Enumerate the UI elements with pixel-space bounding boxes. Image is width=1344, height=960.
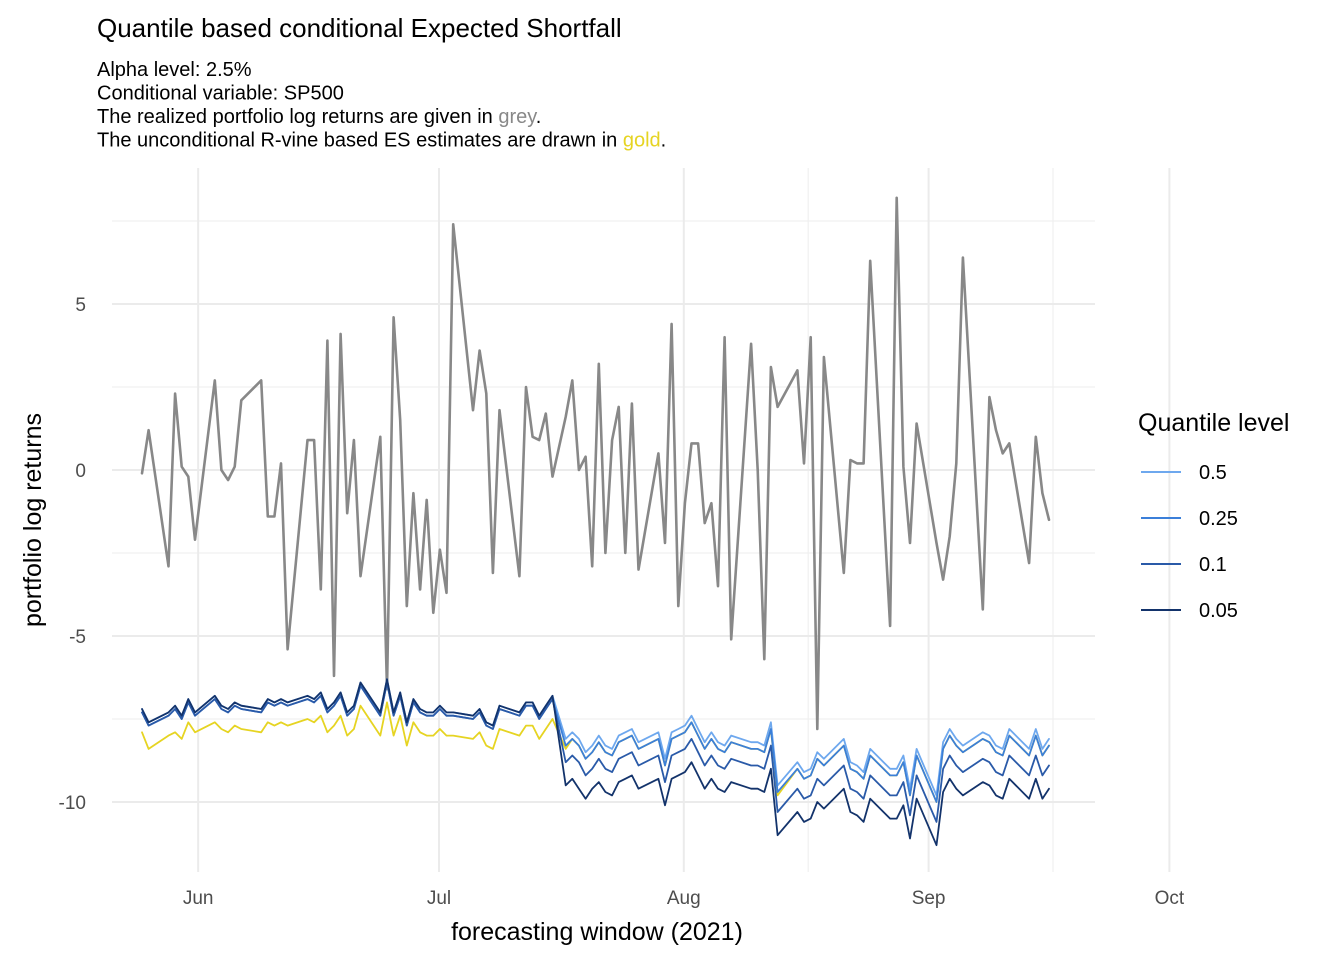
- y-tick-label: -10: [59, 793, 86, 814]
- legend-label: 0.1: [1199, 554, 1227, 576]
- x-tick-label: Sep: [912, 888, 946, 909]
- x-tick-label: Jul: [427, 888, 451, 909]
- x-tick-label: Aug: [667, 888, 701, 909]
- plot-series: [140, 196, 1051, 847]
- grid: 5 0 -5 -10 Jun Jul Aug Sep Oct: [59, 168, 1185, 909]
- legend-label: 0.25: [1199, 508, 1238, 530]
- legend-title: Quantile level: [1138, 409, 1289, 437]
- legend-label: 0.05: [1199, 600, 1238, 622]
- x-axis-title: forecasting window (2021): [451, 918, 743, 946]
- y-tick-label: 0: [75, 461, 86, 482]
- legend-label: 0.5: [1199, 462, 1227, 484]
- legend: Quantile level 0.5 0.25 0.1 0.05: [1138, 409, 1289, 622]
- chart-subtitle-line: The unconditional R-vine based ES estima…: [97, 130, 666, 152]
- y-axis-title: portfolio log returns: [19, 413, 47, 627]
- y-tick-label: 5: [75, 295, 86, 316]
- chart-subtitle-line: The realized portfolio log returns are g…: [97, 106, 541, 128]
- chart-subtitle-line: Alpha level: 2.5%: [97, 59, 252, 81]
- quantile-005-es-line: [141, 678, 1050, 847]
- realized-returns-line: [140, 196, 1051, 731]
- x-tick-label: Jun: [183, 888, 214, 909]
- chart-title: Quantile based conditional Expected Shor…: [97, 13, 622, 43]
- quantile-01-es-line: [141, 681, 1050, 823]
- y-tick-label: -5: [69, 627, 86, 648]
- x-tick-label: Oct: [1155, 888, 1185, 909]
- unconditional-es-line: [141, 701, 1050, 803]
- chart-subtitle-line: Conditional variable: SP500: [97, 83, 344, 105]
